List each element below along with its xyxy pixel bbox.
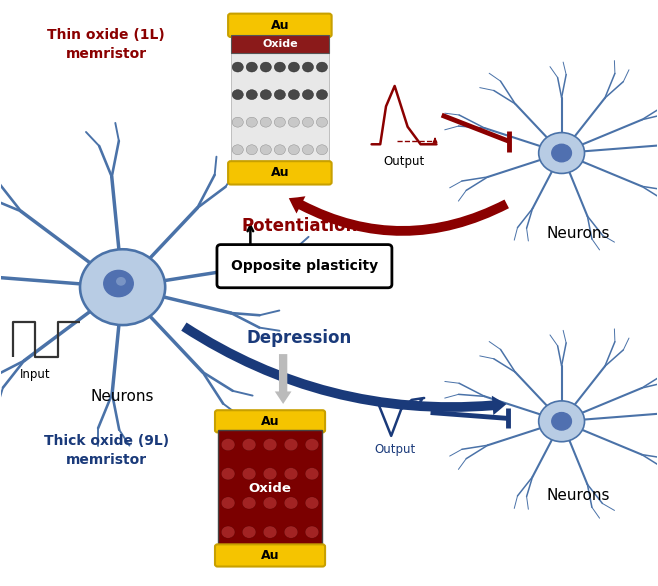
Circle shape [232, 90, 243, 100]
Circle shape [274, 117, 286, 127]
Text: Potentiation: Potentiation [241, 217, 358, 235]
Circle shape [305, 468, 319, 480]
Circle shape [303, 90, 313, 100]
Circle shape [263, 438, 277, 451]
Text: Neurons: Neurons [546, 488, 610, 503]
Circle shape [288, 62, 299, 72]
Circle shape [232, 62, 243, 72]
Circle shape [288, 117, 299, 127]
Circle shape [552, 144, 571, 162]
Circle shape [552, 413, 571, 430]
Text: Au: Au [270, 166, 289, 179]
Circle shape [263, 497, 277, 509]
Circle shape [242, 468, 256, 480]
Circle shape [246, 145, 257, 155]
Circle shape [242, 438, 256, 451]
FancyBboxPatch shape [215, 410, 325, 432]
Circle shape [539, 401, 584, 442]
Text: Neurons: Neurons [546, 226, 610, 241]
Bar [231, 53, 329, 163]
Text: Input: Input [20, 367, 51, 381]
Circle shape [221, 438, 235, 451]
Text: Au: Au [270, 19, 289, 32]
FancyBboxPatch shape [228, 161, 332, 185]
Text: Thin oxide (1L)
memristor: Thin oxide (1L) memristor [47, 28, 165, 61]
Circle shape [261, 117, 271, 127]
FancyArrowPatch shape [181, 322, 507, 415]
FancyBboxPatch shape [228, 13, 332, 37]
Circle shape [288, 145, 299, 155]
FancyArrowPatch shape [275, 354, 291, 404]
Circle shape [305, 497, 319, 509]
Circle shape [242, 526, 256, 539]
FancyArrowPatch shape [289, 196, 509, 236]
Text: Oxide: Oxide [262, 39, 297, 49]
Circle shape [316, 117, 328, 127]
Text: Opposite plasticity: Opposite plasticity [230, 259, 378, 273]
Circle shape [261, 62, 271, 72]
Circle shape [303, 145, 313, 155]
Text: Thick oxide (9L)
memristor: Thick oxide (9L) memristor [43, 434, 169, 467]
Text: Au: Au [261, 415, 279, 428]
Circle shape [221, 497, 235, 509]
Circle shape [274, 62, 286, 72]
Circle shape [284, 438, 298, 451]
Circle shape [80, 249, 165, 325]
Circle shape [221, 468, 235, 480]
Circle shape [274, 90, 286, 100]
Circle shape [284, 468, 298, 480]
Circle shape [263, 468, 277, 480]
Circle shape [261, 145, 271, 155]
Text: Output: Output [374, 443, 416, 456]
Circle shape [305, 526, 319, 539]
Circle shape [261, 90, 271, 100]
Circle shape [242, 497, 256, 509]
Circle shape [246, 117, 257, 127]
Circle shape [116, 277, 126, 286]
Text: Oxide: Oxide [249, 482, 291, 495]
Circle shape [303, 62, 313, 72]
Bar [218, 430, 322, 547]
Circle shape [284, 526, 298, 539]
Circle shape [221, 526, 235, 539]
Circle shape [305, 438, 319, 451]
Circle shape [246, 62, 257, 72]
Circle shape [316, 90, 328, 100]
Text: Au: Au [261, 549, 279, 562]
Circle shape [539, 132, 584, 173]
Circle shape [232, 145, 243, 155]
Text: Neurons: Neurons [91, 389, 155, 404]
Circle shape [316, 62, 328, 72]
Bar [231, 35, 329, 53]
Circle shape [232, 117, 243, 127]
Circle shape [284, 497, 298, 509]
Text: Depression: Depression [247, 329, 352, 347]
Circle shape [274, 145, 286, 155]
Text: Output: Output [384, 155, 424, 168]
Circle shape [246, 90, 257, 100]
Circle shape [303, 117, 313, 127]
Circle shape [104, 270, 134, 297]
Circle shape [288, 90, 299, 100]
Circle shape [316, 145, 328, 155]
FancyBboxPatch shape [215, 544, 325, 567]
Circle shape [263, 526, 277, 539]
FancyBboxPatch shape [217, 244, 392, 288]
